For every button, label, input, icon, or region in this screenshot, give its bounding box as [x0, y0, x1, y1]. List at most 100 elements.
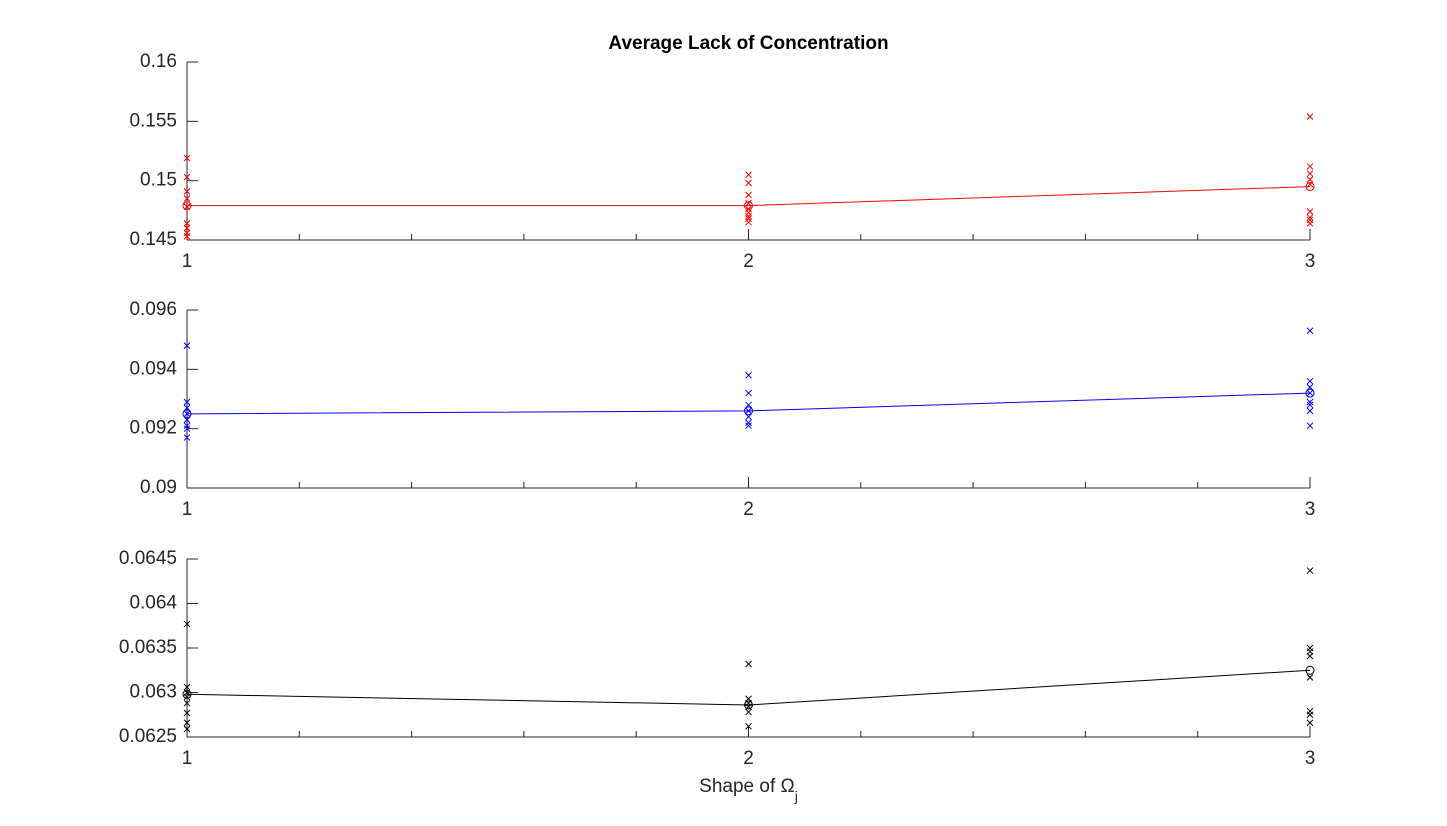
sample-marker	[745, 371, 752, 379]
sample-marker	[183, 416, 191, 424]
sample-marker	[183, 725, 191, 733]
mean-marker	[1305, 388, 1315, 398]
series-line	[186, 669, 1311, 706]
sample-marker	[1306, 711, 1314, 719]
x-axis-label: Shape of Ωj	[699, 776, 798, 804]
sample-marker	[1306, 389, 1314, 397]
sample-marker	[183, 203, 191, 211]
sample-marker	[745, 419, 752, 427]
sample-marker	[183, 709, 191, 717]
sample-marker	[745, 407, 752, 415]
sample-marker	[745, 191, 752, 199]
y-tick-label: 0.092	[129, 418, 177, 439]
sample-marker	[1306, 567, 1314, 574]
y-tick-label: 0.064	[129, 593, 177, 614]
subplot: 0.09 0.092 0.094 0.096 1 2 3	[129, 299, 1315, 520]
sample-marker	[183, 422, 191, 430]
x-axis-label-subscript: j	[794, 788, 798, 804]
sample-marker	[1306, 422, 1314, 430]
sample-marker	[1306, 176, 1314, 183]
sample-marker	[1306, 652, 1314, 660]
x-tick-label: 2	[743, 251, 754, 272]
sample-marker	[745, 212, 752, 220]
sample-marker	[183, 220, 191, 227]
sample-marker	[745, 179, 752, 187]
sample-marker	[745, 660, 752, 668]
chart-title: Average Lack of Concentration	[608, 33, 888, 54]
y-tick-label: 0.0625	[119, 726, 177, 747]
sample-marker	[1306, 170, 1314, 177]
y-tick-label: 0.15	[140, 170, 177, 191]
sample-marker	[183, 699, 191, 707]
sample-marker	[1306, 719, 1314, 727]
sample-marker	[183, 398, 191, 406]
sample-marker	[1306, 401, 1314, 409]
sample-marker	[1306, 220, 1314, 227]
y-tick-label: 0.096	[129, 299, 177, 320]
sample-marker	[183, 195, 191, 202]
sample-marker	[183, 187, 191, 195]
sample-marker	[1306, 398, 1314, 406]
mean-marker	[744, 700, 753, 710]
sample-marker	[183, 719, 191, 727]
sample-marker	[745, 708, 752, 716]
subplot: 0.0625 0.063 0.0635 0.064 0.0645 1 2 3 Shape of …	[119, 548, 1315, 804]
sample-marker	[1306, 113, 1314, 120]
y-tick-label: 0.0645	[119, 548, 177, 569]
sample-marker	[1306, 407, 1314, 415]
x-tick-label: 3	[1305, 748, 1316, 769]
sample-marker	[745, 199, 752, 207]
y-tick-label: 0.09	[140, 477, 177, 498]
sample-marker	[183, 683, 191, 691]
sample-marker	[183, 154, 191, 162]
sample-marker	[1306, 327, 1314, 335]
sample-marker	[183, 410, 191, 418]
sample-marker	[745, 413, 752, 421]
sample-marker	[183, 620, 191, 628]
sample-marker	[745, 401, 752, 409]
y-tick-label: 0.063	[129, 682, 177, 703]
x-tick-label: 1	[182, 499, 193, 520]
sample-marker	[745, 703, 752, 711]
sample-marker	[183, 404, 191, 412]
mean-marker	[1305, 182, 1315, 192]
sample-marker	[1306, 208, 1314, 215]
x-axis-label-text: Shape of Ω	[699, 776, 795, 797]
x-tick-label: 3	[1305, 499, 1316, 520]
mean-marker	[182, 409, 192, 419]
sample-marker	[1306, 377, 1314, 385]
y-tick-label: 0.145	[129, 229, 177, 250]
y-tick-label: 0.094	[129, 358, 177, 379]
mean-marker	[182, 201, 192, 211]
sample-marker	[745, 218, 752, 226]
sample-marker	[183, 233, 191, 240]
sample-marker	[745, 389, 752, 397]
x-tick-label: 2	[743, 499, 754, 520]
sample-marker	[1306, 383, 1314, 391]
sample-marker	[1306, 163, 1314, 170]
mean-marker	[744, 406, 753, 416]
sample-marker	[1306, 214, 1314, 221]
subplot: 0.145 0.15 0.155 0.16 1 2 3 Average Lack of Con…	[129, 33, 1315, 272]
series-line	[187, 186, 1311, 207]
y-tick-label: 0.16	[140, 51, 177, 72]
mean-marker	[182, 689, 192, 699]
sample-marker	[1306, 180, 1314, 188]
x-tick-label: 1	[182, 748, 193, 769]
x-tick-label: 2	[743, 748, 754, 769]
y-tick-label: 0.155	[129, 110, 177, 131]
sample-marker	[183, 434, 191, 441]
sample-marker	[745, 171, 752, 179]
sample-marker	[183, 425, 191, 433]
sample-marker	[183, 224, 191, 232]
x-tick-label: 1	[182, 251, 193, 272]
x-tick-label: 3	[1305, 251, 1316, 272]
sample-marker	[1306, 674, 1314, 681]
sample-marker	[745, 422, 752, 430]
sample-marker	[745, 722, 752, 730]
sample-marker	[183, 342, 191, 349]
y-tick-label: 0.0635	[119, 637, 177, 658]
sample-marker	[183, 693, 191, 701]
mean-marker	[1305, 665, 1315, 675]
